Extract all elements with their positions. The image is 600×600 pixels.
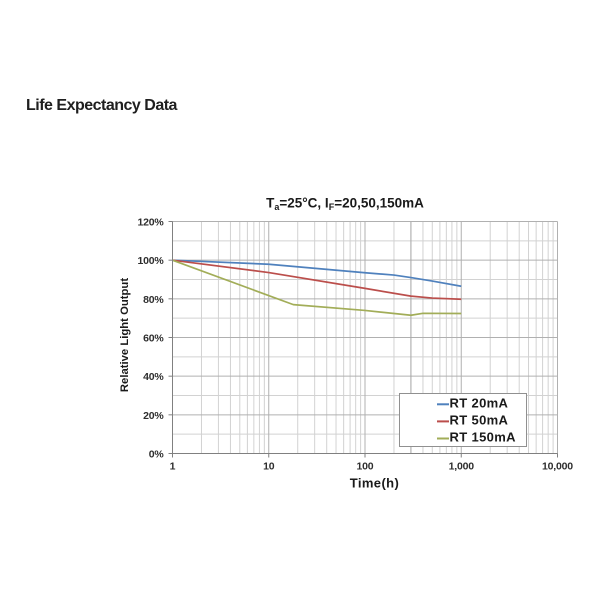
svg-text:40%: 40% (143, 371, 164, 383)
svg-text:80%: 80% (143, 294, 164, 306)
svg-text:RT 20mA: RT 20mA (450, 396, 509, 411)
svg-text:120%: 120% (137, 217, 164, 229)
svg-text:20%: 20% (143, 410, 164, 422)
svg-text:60%: 60% (143, 333, 164, 345)
svg-text:RT 50mA: RT 50mA (450, 413, 509, 428)
svg-text:RT 150mA: RT 150mA (450, 430, 517, 445)
svg-text:100: 100 (357, 461, 374, 473)
svg-text:10: 10 (263, 461, 275, 473)
svg-text:0%: 0% (149, 449, 165, 461)
svg-text:1: 1 (170, 461, 176, 473)
svg-text:1,000: 1,000 (449, 461, 475, 473)
svg-text:10,000: 10,000 (542, 461, 573, 473)
svg-text:Time(h): Time(h) (350, 476, 400, 491)
svg-text:100%: 100% (137, 255, 164, 267)
svg-text:Ta=25°C, IF=20,50,150mA: Ta=25°C, IF=20,50,150mA (266, 196, 424, 213)
svg-text:Relative Light Output: Relative Light Output (119, 278, 131, 392)
